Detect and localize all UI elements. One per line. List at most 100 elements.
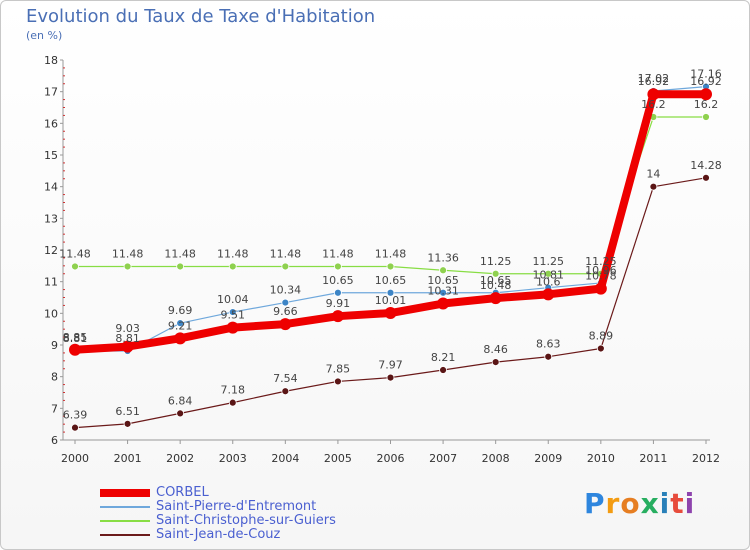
- data-label: 10.78: [585, 270, 617, 283]
- x-tick-label: 2010: [587, 452, 615, 465]
- x-tick-label: 2003: [219, 452, 247, 465]
- data-point: [439, 366, 447, 374]
- data-point: [386, 373, 395, 382]
- data-label: 11.48: [375, 247, 407, 260]
- chart-title: Evolution du Taux de Taxe d'Habitation: [26, 6, 376, 27]
- data-point: [176, 319, 185, 328]
- data-point: [544, 352, 553, 361]
- data-label: 6.39: [63, 409, 88, 422]
- data-point: [596, 344, 605, 353]
- data-point: [71, 262, 79, 271]
- logo-letter: t: [670, 487, 685, 520]
- data-label: 8.81: [63, 332, 88, 345]
- data-label: 10.01: [375, 294, 407, 307]
- data-point: [542, 288, 555, 301]
- x-tick-label: 2009: [534, 452, 562, 465]
- data-point: [228, 398, 237, 407]
- logo-letter: i: [684, 487, 696, 520]
- y-tick-label: 16: [44, 117, 58, 130]
- data-label: 6.51: [115, 405, 140, 418]
- y-tick-label: 18: [44, 54, 58, 67]
- data-label: 8.89: [589, 329, 614, 342]
- data-label: 8.63: [536, 338, 561, 351]
- data-label: 7.97: [378, 359, 403, 372]
- data-label: 8.46: [483, 343, 508, 356]
- data-label: 9.03: [115, 322, 140, 335]
- data-label: 14.28: [690, 159, 722, 172]
- x-tick-label: 2005: [324, 452, 352, 465]
- x-tick-label: 2000: [61, 452, 89, 465]
- y-tick-label: 10: [44, 307, 58, 320]
- data-label: 17.16: [690, 68, 722, 81]
- x-tick-label: 2007: [429, 452, 457, 465]
- data-point: [437, 297, 450, 310]
- y-tick-label: 15: [44, 149, 58, 162]
- data-label: 10.96: [585, 264, 617, 277]
- data-point: [491, 269, 500, 278]
- data-point: [489, 292, 502, 305]
- data-label: 11.48: [59, 247, 91, 260]
- data-label: 14: [646, 168, 660, 181]
- data-label: 9.91: [326, 297, 351, 310]
- data-point: [702, 113, 710, 121]
- data-label: 6.84: [168, 394, 193, 407]
- proxiti-logo: Proxiti: [584, 487, 695, 520]
- legend-swatch-corbel: [100, 489, 150, 497]
- x-tick-label: 2012: [692, 452, 720, 465]
- y-tick-label: 9: [51, 339, 58, 352]
- data-label: 11.48: [322, 247, 354, 260]
- legend-swatch-saint-pierre: [100, 506, 150, 508]
- legend-label-saint-jean: Saint-Jean-de-Couz: [156, 527, 281, 542]
- data-point: [281, 262, 290, 271]
- data-point: [228, 262, 237, 271]
- data-label: 11.48: [270, 247, 302, 260]
- data-label: 10.04: [217, 293, 249, 306]
- x-tick-label: 2002: [166, 452, 194, 465]
- data-point: [281, 387, 290, 396]
- data-point: [334, 288, 342, 297]
- data-point: [702, 173, 710, 182]
- data-point: [121, 340, 134, 353]
- data-point: [594, 282, 607, 295]
- data-point: [491, 358, 500, 367]
- legend-swatch-saint-jean: [100, 534, 150, 536]
- data-label: 11.25: [480, 255, 512, 268]
- legend-label-saint-christophe: Saint-Christophe-sur-Guiers: [156, 513, 336, 528]
- data-point: [228, 308, 237, 316]
- data-point: [281, 298, 290, 307]
- y-tick-label: 8: [51, 371, 58, 384]
- data-point: [384, 307, 397, 320]
- data-label: 10.6: [536, 275, 561, 288]
- data-label: 7.85: [326, 362, 351, 375]
- data-label: 10.65: [427, 274, 459, 287]
- logo-letter: x: [640, 487, 660, 520]
- data-point: [279, 318, 292, 331]
- data-label: 9.51: [221, 309, 246, 322]
- y-tick-label: 13: [44, 212, 58, 225]
- data-label: 11.48: [217, 247, 249, 260]
- x-tick-label: 2008: [482, 452, 510, 465]
- y-tick-label: 7: [51, 402, 58, 415]
- y-tick-label: 12: [44, 244, 58, 257]
- data-label: 7.54: [273, 372, 298, 385]
- x-tick-label: 2004: [271, 452, 299, 465]
- data-label: 16.92: [690, 75, 722, 88]
- data-label: 16.2: [641, 98, 666, 111]
- data-point: [176, 262, 185, 271]
- data-point: [334, 262, 342, 271]
- data-label: 7.18: [221, 384, 246, 397]
- data-label: 10.31: [427, 285, 459, 298]
- data-label: 10.65: [375, 274, 407, 287]
- x-tick-label: 2011: [639, 452, 667, 465]
- data-label: 11.36: [427, 251, 459, 264]
- data-label: 9.69: [168, 304, 193, 317]
- logo-letter: P: [584, 487, 606, 520]
- logo-letter: i: [659, 487, 671, 520]
- logo-letter: r: [605, 487, 621, 520]
- legend-label-saint-pierre: Saint-Pierre-d'Entremont: [156, 499, 317, 514]
- data-point: [123, 419, 132, 428]
- data-point: [649, 182, 658, 191]
- data-point: [123, 262, 132, 271]
- data-point: [331, 310, 344, 323]
